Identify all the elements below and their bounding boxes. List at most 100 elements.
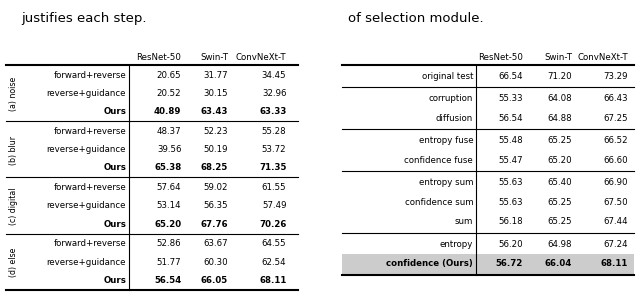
Text: diffusion: diffusion: [436, 114, 473, 123]
Text: 56.72: 56.72: [495, 260, 523, 268]
Text: 53.72: 53.72: [262, 145, 287, 154]
Text: 65.25: 65.25: [548, 136, 572, 145]
Text: 66.90: 66.90: [604, 178, 628, 187]
Text: 68.11: 68.11: [259, 276, 287, 285]
Text: reverse+guidance: reverse+guidance: [47, 89, 126, 98]
Text: 50.19: 50.19: [204, 145, 228, 154]
Text: entropy sum: entropy sum: [419, 178, 473, 187]
Text: forward+reverse: forward+reverse: [53, 127, 126, 136]
Text: 40.89: 40.89: [154, 107, 181, 116]
Text: 66.05: 66.05: [201, 276, 228, 285]
Text: of selection module.: of selection module.: [348, 11, 483, 25]
Text: entropy: entropy: [440, 240, 473, 249]
Text: 67.25: 67.25: [603, 114, 628, 123]
Text: 63.43: 63.43: [200, 107, 228, 116]
Text: 52.23: 52.23: [204, 127, 228, 136]
Text: 73.29: 73.29: [604, 72, 628, 81]
Text: 32.96: 32.96: [262, 89, 287, 98]
Text: 56.54: 56.54: [154, 276, 181, 285]
Text: (d) else: (d) else: [9, 248, 18, 277]
Text: 63.33: 63.33: [259, 107, 287, 116]
Text: ConvNeXt-T: ConvNeXt-T: [236, 53, 287, 62]
Text: reverse+guidance: reverse+guidance: [47, 145, 126, 154]
Text: 48.37: 48.37: [157, 127, 181, 136]
Text: 52.86: 52.86: [157, 239, 181, 248]
Text: 55.63: 55.63: [498, 198, 523, 207]
Text: 59.02: 59.02: [204, 183, 228, 192]
Text: (c) digital: (c) digital: [9, 188, 18, 225]
Text: ResNet-50: ResNet-50: [478, 53, 523, 62]
Text: 55.48: 55.48: [498, 136, 523, 145]
Text: 39.56: 39.56: [157, 145, 181, 154]
Text: 67.50: 67.50: [603, 198, 628, 207]
Text: sum: sum: [455, 217, 473, 226]
Text: 20.65: 20.65: [157, 71, 181, 80]
Text: 20.52: 20.52: [157, 89, 181, 98]
Text: justifies each step.: justifies each step.: [21, 11, 147, 25]
Text: 56.35: 56.35: [204, 201, 228, 211]
Text: 53.14: 53.14: [157, 201, 181, 211]
Text: 55.33: 55.33: [498, 94, 523, 103]
Text: 56.20: 56.20: [498, 240, 523, 249]
Text: 67.44: 67.44: [603, 217, 628, 226]
Text: 31.77: 31.77: [204, 71, 228, 80]
Text: 60.30: 60.30: [204, 258, 228, 267]
Text: 66.52: 66.52: [603, 136, 628, 145]
Text: 68.11: 68.11: [600, 260, 628, 268]
Text: (b) blur: (b) blur: [9, 136, 18, 165]
Text: entropy fuse: entropy fuse: [419, 136, 473, 145]
Text: Swin-T: Swin-T: [545, 53, 572, 62]
Text: 65.38: 65.38: [154, 163, 181, 172]
Text: ConvNeXt-T: ConvNeXt-T: [577, 53, 628, 62]
Bar: [342, 254, 634, 274]
Text: confidence (Ours): confidence (Ours): [387, 260, 473, 268]
Text: 61.55: 61.55: [262, 183, 287, 192]
Text: 51.77: 51.77: [157, 258, 181, 267]
Text: 56.18: 56.18: [498, 217, 523, 226]
Text: corruption: corruption: [429, 94, 473, 103]
Text: 55.47: 55.47: [498, 156, 523, 165]
Text: forward+reverse: forward+reverse: [53, 239, 126, 248]
Text: (a) noise: (a) noise: [9, 77, 18, 111]
Text: 64.55: 64.55: [262, 239, 287, 248]
Text: 66.43: 66.43: [603, 94, 628, 103]
Text: 34.45: 34.45: [262, 71, 287, 80]
Text: 55.63: 55.63: [498, 178, 523, 187]
Text: Ours: Ours: [103, 163, 126, 172]
Text: Swin-T: Swin-T: [200, 53, 228, 62]
Text: Ours: Ours: [103, 220, 126, 228]
Text: 66.04: 66.04: [545, 260, 572, 268]
Text: 66.54: 66.54: [498, 72, 523, 81]
Text: 65.20: 65.20: [548, 156, 572, 165]
Text: 57.49: 57.49: [262, 201, 287, 211]
Text: 57.64: 57.64: [157, 183, 181, 192]
Text: Ours: Ours: [103, 276, 126, 285]
Text: forward+reverse: forward+reverse: [53, 183, 126, 192]
Text: 63.67: 63.67: [204, 239, 228, 248]
Text: reverse+guidance: reverse+guidance: [47, 201, 126, 211]
Text: original test: original test: [422, 72, 473, 81]
Text: 56.54: 56.54: [498, 114, 523, 123]
Text: 65.25: 65.25: [548, 198, 572, 207]
Text: ResNet-50: ResNet-50: [136, 53, 181, 62]
Text: 64.88: 64.88: [548, 114, 572, 123]
Text: 64.08: 64.08: [548, 94, 572, 103]
Text: confidence sum: confidence sum: [404, 198, 473, 207]
Text: 30.15: 30.15: [204, 89, 228, 98]
Text: 71.20: 71.20: [548, 72, 572, 81]
Text: 71.35: 71.35: [259, 163, 287, 172]
Text: 55.28: 55.28: [262, 127, 287, 136]
Text: forward+reverse: forward+reverse: [53, 71, 126, 80]
Text: 68.25: 68.25: [201, 163, 228, 172]
Text: 67.76: 67.76: [200, 220, 228, 228]
Text: 67.24: 67.24: [603, 240, 628, 249]
Text: 64.98: 64.98: [548, 240, 572, 249]
Text: reverse+guidance: reverse+guidance: [47, 258, 126, 267]
Text: 62.54: 62.54: [262, 258, 287, 267]
Text: 70.26: 70.26: [259, 220, 287, 228]
Text: 65.25: 65.25: [548, 217, 572, 226]
Text: 66.60: 66.60: [603, 156, 628, 165]
Text: Ours: Ours: [103, 107, 126, 116]
Text: confidence fuse: confidence fuse: [404, 156, 473, 165]
Text: 65.20: 65.20: [154, 220, 181, 228]
